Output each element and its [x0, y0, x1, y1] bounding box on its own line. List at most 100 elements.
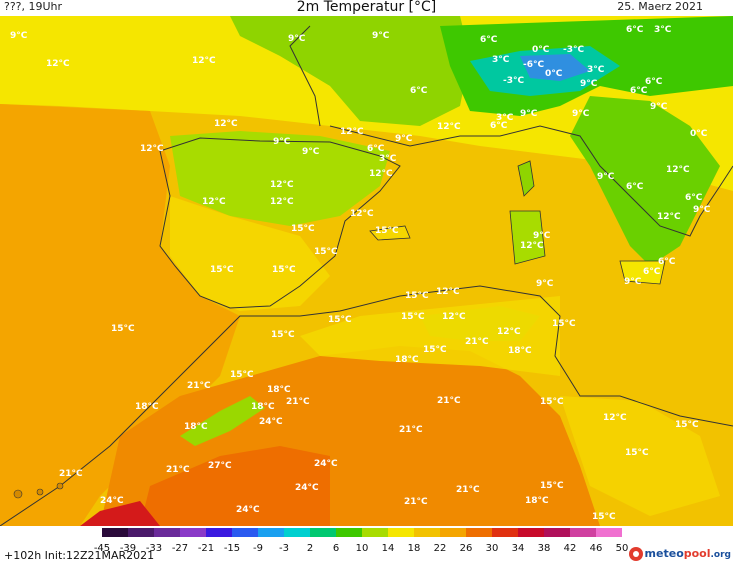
colorbar-tick-label: 14 — [382, 543, 395, 554]
temperature-label: 15°C — [540, 481, 564, 491]
temperature-label: 24°C — [259, 417, 283, 427]
temperature-label: 15°C — [375, 226, 399, 236]
temperature-label: 9°C — [520, 109, 538, 119]
temperature-label: 15°C — [423, 345, 447, 355]
temperature-label: 6°C — [367, 144, 385, 154]
colorbar-tick-label: 18 — [408, 543, 421, 554]
temperature-label: 21°C — [465, 337, 489, 347]
colorbar-tick-label: 26 — [460, 543, 473, 554]
temperature-label: 12°C — [520, 241, 544, 251]
colorbar-tick-label: 10 — [356, 543, 369, 554]
temperature-label: 9°C — [580, 79, 598, 89]
temperature-label: 12°C — [214, 119, 238, 129]
temperature-label: 12°C — [657, 212, 681, 222]
temperature-label: 27°C — [208, 461, 232, 471]
temperature-label: 24°C — [314, 459, 338, 469]
temperature-map: 9°C12°C 12°C9°C 9°C 6°C6°C 3°C0°C -3°C3°C -6°C… — [0, 16, 733, 526]
temperature-label: 15°C — [111, 324, 135, 334]
canary-island — [36, 488, 44, 496]
colorbar-tick-label: -9 — [253, 543, 263, 554]
iberia-yellow-zone — [170, 196, 330, 311]
colorbar-tick-label: 22 — [434, 543, 447, 554]
canary-island — [13, 489, 23, 499]
temperature-label: 9°C — [624, 277, 642, 287]
temperature-label: 12°C — [603, 413, 627, 423]
logo-text-b: pool — [683, 547, 711, 560]
temperature-label: 15°C — [401, 312, 425, 322]
colorbar-swatch-11 — [388, 528, 414, 537]
temperature-label: 15°C — [272, 265, 296, 275]
header: ???, 19Uhr 2m Temperatur [°C] 25. Maerz … — [0, 0, 733, 16]
temperature-label: 12°C — [369, 169, 393, 179]
coastline-atlantic-france — [289, 25, 321, 127]
temperature-label: 18°C — [508, 346, 532, 356]
temperature-label: 18°C — [525, 496, 549, 506]
sardinia-island — [509, 210, 546, 265]
temperature-label: -3°C — [563, 45, 584, 55]
temperature-label: 21°C — [166, 465, 190, 475]
temperature-labels: 9°C12°C 12°C9°C 9°C 6°C6°C 3°C0°C -3°C3°C -6°C… — [10, 25, 711, 522]
colorbar-swatch-17 — [544, 528, 570, 537]
temperature-label: 18°C — [184, 422, 208, 432]
forecast-date-label: 25. Maerz 2021 — [617, 0, 703, 13]
temperature-label: 21°C — [399, 425, 423, 435]
colorbar: -45 -39 -33 -27 -21 -15 -9 -3 2 6 10 14 18 22 26 30 34 38… — [94, 528, 628, 554]
temperature-label: 15°C — [291, 224, 315, 234]
temperature-label: 9°C — [572, 109, 590, 119]
atlantic-orange-zone — [0, 104, 240, 526]
colorbar-swatch-18 — [570, 528, 596, 537]
colorbar-swatch-7 — [284, 528, 310, 537]
temperature-label: 18°C — [251, 402, 275, 412]
temperature-label: 15°C — [230, 370, 254, 380]
colorbar-swatch-0 — [102, 528, 128, 537]
colorbar-tick-label: -33 — [146, 543, 162, 554]
logo-text-c: .org — [710, 550, 731, 560]
temperature-label: 6°C — [480, 35, 498, 45]
libya-yellow-zone — [560, 396, 720, 516]
temperature-label: 12°C — [436, 287, 460, 297]
colorbar-tick-label: -39 — [120, 543, 136, 554]
temperature-label: 21°C — [456, 485, 480, 495]
temperature-label: 0°C — [532, 45, 550, 55]
corsica-island — [517, 160, 535, 197]
temperature-label: 6°C — [626, 25, 644, 35]
temperature-label: 12°C — [442, 312, 466, 322]
temperature-label: 3°C — [379, 154, 397, 164]
sahara-hottest-zone — [140, 446, 330, 526]
temperature-label: 15°C — [675, 420, 699, 430]
sw-red-zone — [80, 501, 160, 526]
colorbar-tick-label: 46 — [590, 543, 603, 554]
temperature-label: 0°C — [690, 129, 708, 139]
temperature-label: 3°C — [587, 65, 605, 75]
temperature-label: 6°C — [490, 121, 508, 131]
temperature-label: 9°C — [536, 279, 554, 289]
temperature-label: 3°C — [492, 55, 510, 65]
colorbar-swatch-3 — [180, 528, 206, 537]
colorbar-tick-label: 42 — [564, 543, 577, 554]
temperature-label: 3°C — [496, 113, 514, 123]
temperature-label: 21°C — [187, 381, 211, 391]
temperature-label: -6°C — [523, 60, 544, 70]
colorbar-swatch-1 — [128, 528, 154, 537]
colorbar-tick-label: -45 — [94, 543, 110, 554]
colorbar-tick-label: -27 — [172, 543, 188, 554]
iberia-green-zone — [170, 131, 390, 226]
colorbar-swatch-13 — [440, 528, 466, 537]
canary-island — [56, 482, 64, 490]
colorbar-swatch-5 — [232, 528, 258, 537]
temperature-label: -3°C — [503, 76, 524, 86]
temperature-label: 9°C — [693, 205, 711, 215]
temperature-label: 15°C — [552, 319, 576, 329]
temperature-label: 12°C — [340, 127, 364, 137]
temperature-label: 21°C — [59, 469, 83, 479]
meteopool-logo[interactable]: meteopool.org — [628, 547, 731, 561]
colorbar-tick-label: 38 — [538, 543, 551, 554]
temperature-label: 18°C — [267, 385, 291, 395]
forecast-time-label: ???, 19Uhr — [4, 0, 63, 13]
colorbar-swatch-14 — [466, 528, 492, 537]
temperature-label: 18°C — [135, 402, 159, 412]
colorbar-tick-label: 2 — [307, 543, 313, 554]
temperature-label: 15°C — [592, 512, 616, 522]
colorbar-swatch-16 — [518, 528, 544, 537]
temperature-label: 9°C — [395, 134, 413, 144]
